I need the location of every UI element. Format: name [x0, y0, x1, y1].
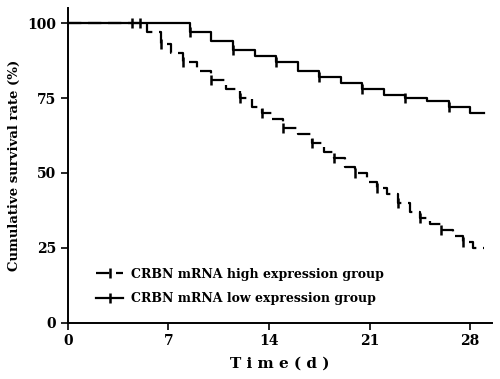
X-axis label: T i m e ( d ): T i m e ( d )	[230, 357, 330, 371]
Legend: CRBN mRNA high expression group, CRBN mRNA low expression group: CRBN mRNA high expression group, CRBN mR…	[91, 263, 389, 310]
Y-axis label: Cumulative survival rate (%): Cumulative survival rate (%)	[8, 60, 22, 271]
